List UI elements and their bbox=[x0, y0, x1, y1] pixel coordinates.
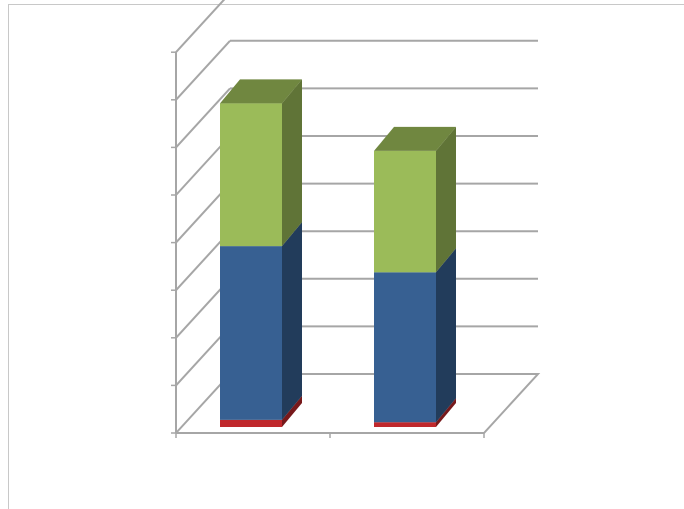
side-wall-line-8 bbox=[175, 0, 226, 53]
bar-0-segment-2-front bbox=[220, 103, 282, 247]
bar-1-segment-1-front bbox=[374, 272, 436, 423]
bar-1-segment-2-side bbox=[436, 126, 456, 273]
bar-0-segment-0-side bbox=[282, 395, 302, 427]
bar-1-top bbox=[374, 126, 456, 151]
side-wall-line-7 bbox=[175, 40, 231, 101]
bar-0-segment-0-front bbox=[220, 419, 282, 427]
bar-0-segment-2-side bbox=[282, 79, 302, 247]
bar-1-segment-2-front bbox=[374, 150, 436, 273]
bar-1-segment-0-front bbox=[374, 422, 436, 427]
chart-frame bbox=[8, 4, 684, 509]
bar-1-segment-1-side bbox=[436, 248, 456, 423]
bar-0-segment-1-front bbox=[220, 246, 282, 420]
bar-1-segment-0-side bbox=[436, 398, 456, 427]
bar-0-top bbox=[220, 79, 302, 104]
bar-0-segment-1-side bbox=[282, 222, 302, 420]
side-wall-line-6 bbox=[175, 87, 231, 149]
